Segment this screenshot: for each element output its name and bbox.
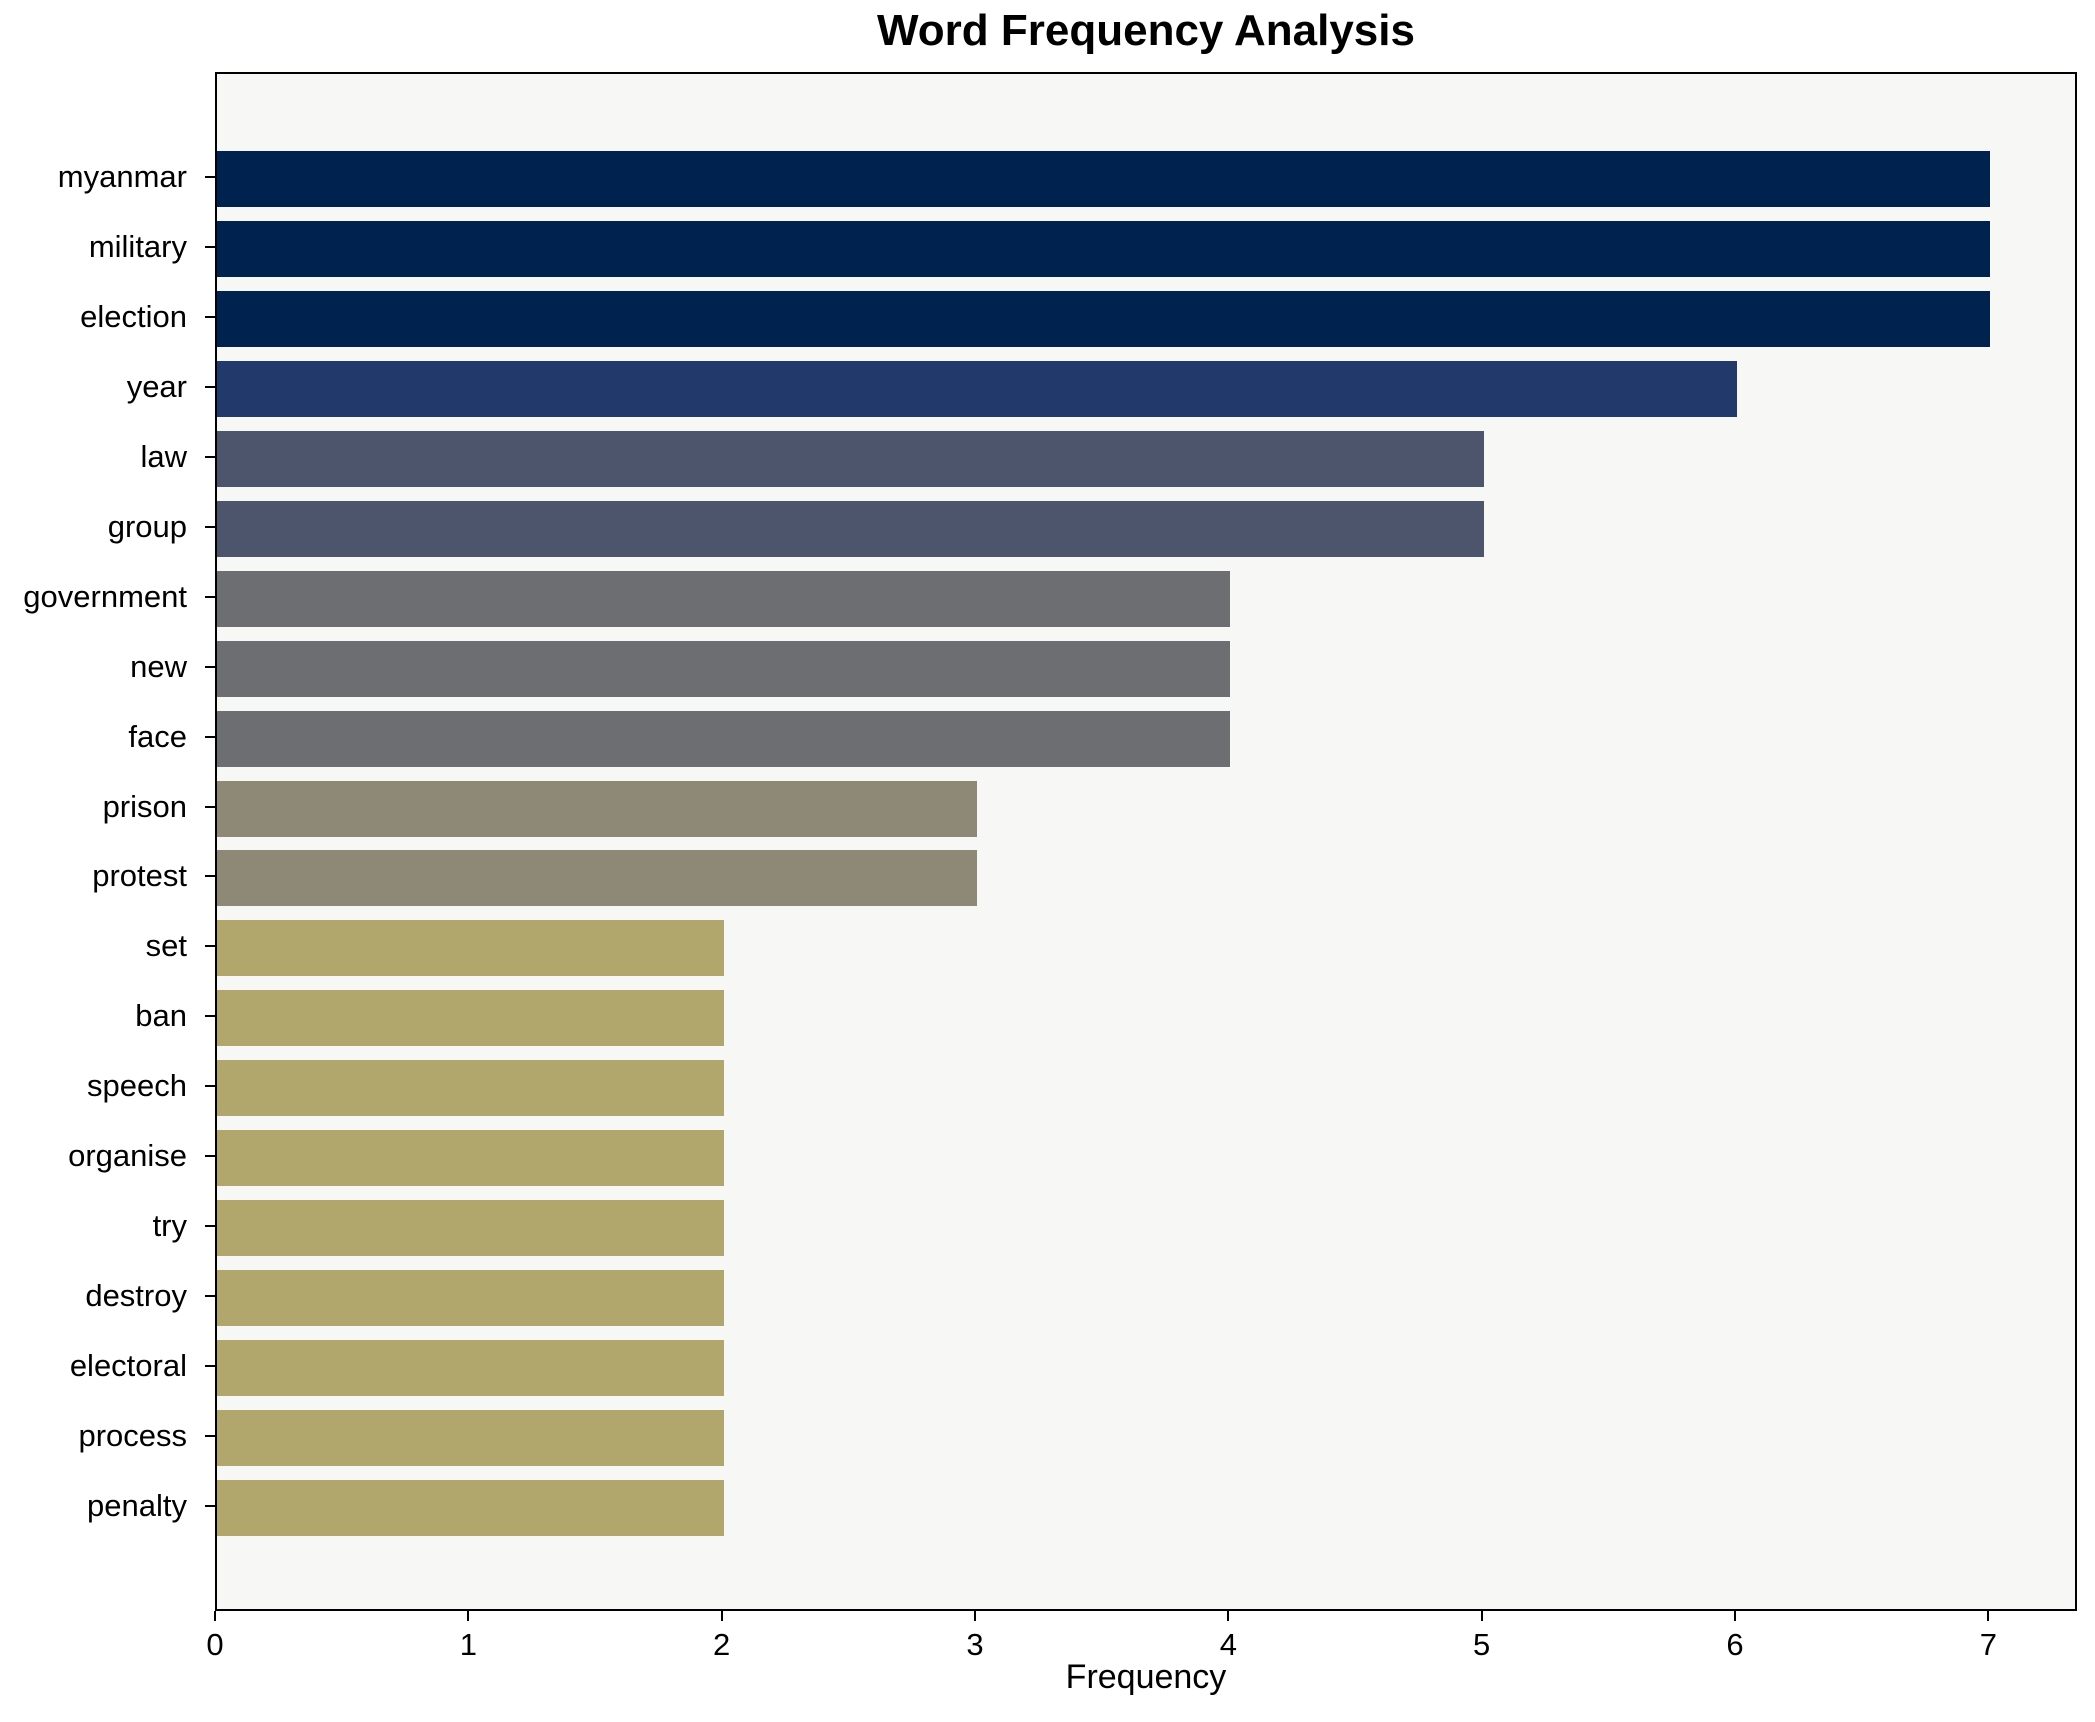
y-tick-mark (205, 735, 215, 738)
x-tick-mark (467, 1611, 470, 1621)
y-tick-mark (205, 1085, 215, 1088)
bar-penalty (217, 1480, 724, 1537)
bar-process (217, 1410, 724, 1467)
x-tick-label: 6 (1726, 1627, 1744, 1662)
bar-protest (217, 850, 977, 907)
y-tick-label: government (23, 578, 187, 614)
plot-area (215, 72, 2077, 1611)
bar-ban (217, 990, 724, 1047)
y-tick-mark (205, 1365, 215, 1368)
x-tick-label: 1 (459, 1627, 477, 1662)
x-tick-mark (1734, 1611, 1736, 1621)
y-tick-mark (205, 1225, 215, 1228)
bar-destroy (217, 1270, 724, 1327)
y-tick-mark (205, 1505, 215, 1508)
y-tick-mark (205, 1155, 215, 1158)
y-tick-mark (205, 455, 215, 458)
y-tick-mark (205, 1435, 215, 1438)
x-tick-label: 0 (206, 1627, 224, 1662)
y-tick-mark (205, 175, 215, 178)
y-tick-label: destroy (85, 1278, 187, 1314)
y-tick-label: law (140, 438, 187, 474)
y-axis: myanmar military election year law group gover… (0, 72, 215, 1611)
x-tick-mark (1227, 1611, 1230, 1621)
x-tick-mark (974, 1611, 976, 1621)
y-tick-label: organise (68, 1138, 187, 1174)
x-tick-mark (1480, 1611, 1483, 1621)
bar-try (217, 1200, 724, 1257)
bar-set (217, 920, 724, 977)
x-axis: 0 1 2 3 4 5 6 7 (206, 1611, 2077, 1691)
x-axis-label: Frequency (1065, 1658, 1227, 1696)
bar-election (217, 290, 1991, 347)
x-tick-label: 5 (1473, 1627, 1491, 1662)
y-tick-label: group (107, 508, 187, 544)
y-tick-mark (205, 595, 215, 598)
y-tick-label: face (128, 718, 187, 754)
y-tick-label: speech (87, 1068, 187, 1104)
x-tick-mark (214, 1611, 216, 1621)
y-tick-label: penalty (87, 1488, 187, 1524)
y-tick-label: new (130, 648, 187, 684)
x-tick-mark (720, 1611, 723, 1621)
y-tick-label: myanmar (57, 158, 187, 194)
bar-face (217, 710, 1231, 767)
bar-military (217, 220, 1991, 277)
y-tick-mark (205, 665, 215, 668)
y-tick-label: electoral (69, 1348, 187, 1384)
y-tick-mark (205, 875, 215, 878)
y-tick-mark (205, 805, 215, 808)
y-tick-mark (205, 945, 215, 948)
x-tick-label: 4 (1219, 1627, 1237, 1662)
y-tick-label: protest (92, 858, 187, 894)
y-tick-label: ban (135, 998, 187, 1034)
x-tick-label: 7 (1979, 1627, 1997, 1662)
bar-year (217, 360, 1737, 417)
bar-new (217, 640, 1231, 697)
bar-myanmar (217, 150, 1991, 207)
y-tick-label: set (145, 928, 187, 964)
bar-law (217, 430, 1484, 487)
bar-government (217, 570, 1231, 627)
y-tick-mark (205, 245, 215, 248)
y-tick-label: election (80, 298, 187, 334)
x-tick-label: 3 (966, 1627, 984, 1662)
y-tick-label: year (126, 368, 187, 404)
y-tick-label: process (78, 1418, 187, 1454)
bar-prison (217, 780, 977, 837)
y-tick-mark (205, 525, 215, 528)
y-tick-mark (205, 1015, 215, 1018)
y-tick-label: try (152, 1208, 187, 1244)
x-tick-label: 2 (713, 1627, 731, 1662)
bar-speech (217, 1060, 724, 1117)
bar-electoral (217, 1340, 724, 1397)
y-tick-mark (205, 385, 215, 388)
x-tick-mark (1987, 1611, 1990, 1621)
chart-title: Word Frequency Analysis (877, 6, 1415, 55)
y-tick-mark (205, 1295, 215, 1298)
y-tick-label: prison (102, 788, 187, 824)
bar-organise (217, 1130, 724, 1187)
y-tick-mark (205, 315, 215, 318)
y-tick-label: military (88, 228, 187, 264)
bar-group (217, 500, 1484, 557)
